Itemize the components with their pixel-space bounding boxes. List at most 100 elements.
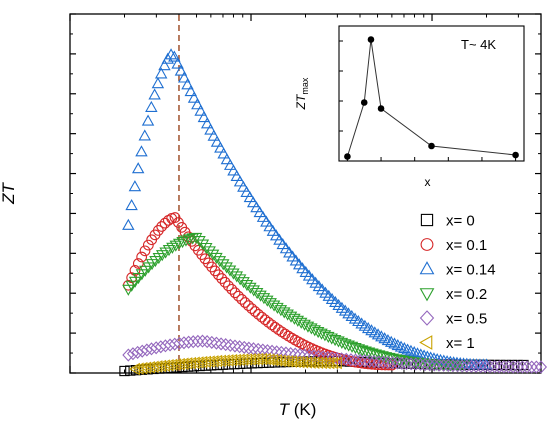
data-point [368, 354, 381, 369]
inset-data-point [512, 151, 519, 159]
data-point [227, 164, 240, 176]
data-point [210, 336, 223, 350]
inset-x-axis-label: x [425, 175, 431, 189]
data-point [263, 316, 274, 328]
data-point [405, 357, 418, 371]
data-point [176, 237, 189, 249]
data-point [407, 346, 421, 358]
main-plot: T (K) ZT x= 0 x= 0.1 x= 0.14 x= 0.2 x= 0.5 x= 1 [0, 13, 548, 419]
inset-y-axis-label-sub: max [300, 77, 310, 95]
data-point [246, 303, 258, 314]
data-point [284, 311, 298, 323]
data-point [174, 64, 188, 76]
data-point [154, 67, 168, 79]
data-point [220, 153, 234, 165]
data-point [152, 225, 164, 236]
data-point [239, 297, 251, 308]
data-point [483, 360, 497, 374]
data-point [378, 332, 391, 344]
data-point [326, 356, 339, 370]
legend-label: x= 0.1 [446, 237, 487, 254]
data-point [294, 317, 308, 329]
data-point [344, 353, 357, 367]
data-point [530, 360, 543, 374]
data-point [223, 158, 237, 170]
legend-marker [419, 288, 435, 302]
data-point [358, 319, 372, 331]
data-point [269, 321, 281, 333]
legend-label: x= 0.14 [446, 262, 496, 279]
data-point [172, 238, 186, 250]
data-point [423, 358, 436, 372]
data-point [488, 360, 501, 374]
data-point [414, 357, 427, 371]
data-point [209, 265, 221, 277]
data-point [206, 249, 220, 261]
data-point [340, 352, 353, 366]
data-point [409, 357, 422, 371]
data-point [196, 239, 210, 251]
data-point [197, 111, 211, 123]
data-point [384, 335, 398, 347]
data-point [217, 259, 230, 271]
data-point [191, 334, 204, 348]
data-point [148, 88, 161, 100]
data-point [400, 357, 413, 371]
data-point [497, 360, 510, 374]
data-point [516, 360, 529, 374]
data-point [229, 353, 241, 367]
legend-label: x= 0.5 [446, 311, 487, 328]
data-point [138, 129, 151, 141]
data-point [213, 256, 227, 268]
data-point [242, 341, 255, 355]
data-point [226, 353, 238, 367]
data-point [297, 356, 309, 369]
data-point [222, 354, 234, 367]
data-point [177, 361, 188, 373]
x-axis-label-unit: (K) [289, 400, 316, 419]
data-point [244, 282, 257, 294]
data-point [371, 328, 385, 340]
data-point [315, 356, 327, 370]
data-point [474, 359, 487, 373]
data-point [142, 239, 154, 251]
data-point [233, 274, 247, 286]
data-point [304, 356, 316, 369]
data-point [215, 337, 228, 351]
data-point [437, 358, 450, 372]
data-point [128, 180, 142, 192]
data-point [323, 356, 335, 370]
data-point [372, 355, 385, 369]
data-point [253, 206, 266, 218]
data-point [512, 359, 523, 371]
data-point [177, 336, 191, 350]
data-point [358, 354, 371, 368]
data-point [240, 185, 253, 197]
data-point [276, 326, 288, 338]
data-point [381, 333, 395, 346]
legend-marker [419, 310, 435, 326]
data-point [252, 352, 264, 366]
data-point [210, 135, 224, 147]
series-x-1 [128, 352, 342, 376]
data-point [249, 306, 261, 317]
data-point [183, 234, 196, 246]
data-point [158, 59, 171, 71]
data-point [279, 346, 293, 360]
data-point [119, 365, 130, 377]
inset-line [346, 39, 516, 157]
data-point [194, 104, 207, 116]
data-point [470, 359, 483, 373]
data-point [361, 321, 375, 334]
inset-plot: x ZTmax T~ 4K [294, 25, 525, 189]
data-point [227, 268, 240, 280]
inset-annotation: T~ 4K [461, 37, 496, 52]
data-point [169, 240, 183, 252]
data-point [451, 359, 464, 373]
data-point [228, 339, 242, 353]
data-point [398, 342, 411, 354]
data-point [243, 191, 257, 203]
data-point [230, 169, 243, 182]
data-point [446, 359, 459, 373]
